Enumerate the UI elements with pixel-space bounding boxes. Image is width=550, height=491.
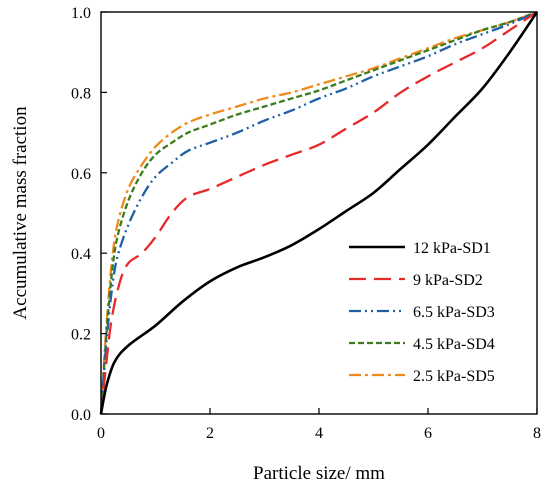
- series-line-12-kpa-sd1: [99, 11, 539, 415]
- series-line-6-5-kpa-sd3: [99, 10, 538, 415]
- series-line-4-5-kpa-sd4: [99, 10, 538, 415]
- series-line-2-5-kpa-sd5: [99, 10, 538, 415]
- x-tick-label: 0: [97, 425, 105, 442]
- legend-label-4-5-kpa-sd4: 4.5 kPa-SD4: [413, 336, 495, 353]
- x-tick-label: 8: [533, 425, 541, 442]
- y-tick-label: 0.2: [71, 327, 91, 344]
- legend: 12 kPa-SD1 9 kPa-SD2 6.5 kPa-SD3 4.5 kPa-SD…: [349, 240, 495, 385]
- y-axis-label: Accumulative mass fraction: [10, 106, 31, 320]
- y-tick-label: 0.4: [71, 246, 91, 263]
- x-tick-label: 2: [206, 425, 214, 442]
- plot-frame: [100, 11, 538, 415]
- plot-lines: [99, 10, 539, 415]
- legend-label-6-5-kpa-sd3: 6.5 kPa-SD3: [413, 304, 495, 321]
- x-tick-label: 6: [424, 425, 432, 442]
- x-axis-label: Particle size/ mm: [253, 463, 385, 484]
- series-line-9-kpa-sd2: [99, 11, 538, 415]
- legend-label-9-kpa-sd2: 9 kPa-SD2: [413, 272, 483, 289]
- legend-label-12-kpa-sd1: 12 kPa-SD1: [413, 240, 491, 257]
- y-tick-label: 1.0: [71, 5, 91, 22]
- y-tick-label: 0.6: [71, 166, 91, 183]
- x-tick-label: 4: [315, 425, 323, 442]
- axis-ticks: 0 2 4 6 8 0.0 0.2 0.4 0.6 0.8 1.0: [71, 5, 541, 442]
- legend-label-2-5-kpa-sd5: 2.5 kPa-SD5: [413, 368, 495, 385]
- y-tick-label: 0.0: [71, 407, 91, 424]
- y-tick-label: 0.8: [71, 85, 91, 102]
